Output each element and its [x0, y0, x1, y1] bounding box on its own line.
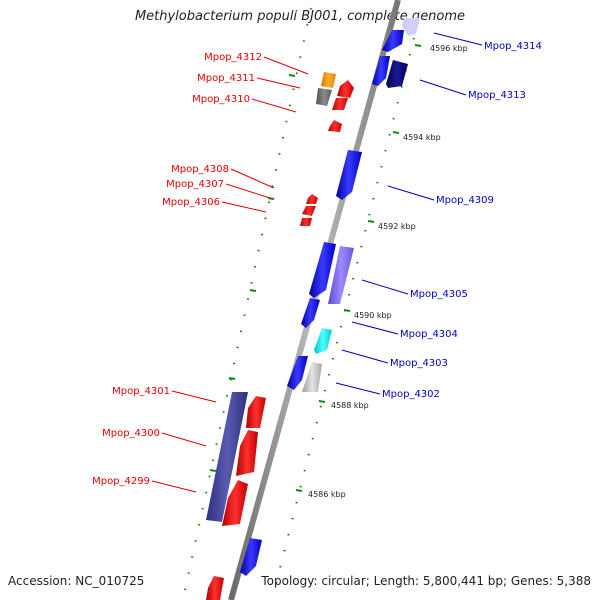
callout-line — [225, 183, 271, 199]
callout-line — [221, 201, 267, 213]
callout-line — [151, 480, 197, 493]
scale-label-4596: 4596 kbp — [430, 44, 468, 53]
gene-mpop-4311 — [316, 88, 332, 106]
scale-tick — [414, 44, 422, 47]
gene-mpop-4303-b — [287, 356, 308, 390]
scale-tick — [392, 131, 400, 134]
label-mpop-4305: Mpop_4305 — [410, 289, 468, 300]
gene-mpop-4314-b — [402, 18, 420, 36]
callout-line — [256, 77, 301, 89]
callout-line — [351, 321, 399, 335]
scale-ticks — [209, 44, 422, 492]
inner-tick-track — [184, 7, 312, 591]
callout-line — [171, 390, 217, 403]
reverse-gene-callouts — [151, 56, 309, 493]
scale-tick — [295, 489, 303, 492]
callout-line — [419, 79, 467, 96]
callout-line — [433, 32, 483, 46]
gene-mpop-4300-band — [206, 392, 248, 522]
label-mpop-4313: Mpop_4313 — [468, 90, 526, 101]
gene-mpop-4312 — [321, 72, 336, 88]
callout-line — [230, 168, 275, 189]
gene-mpop-4307 — [302, 206, 316, 216]
gene-reverse-lower — [206, 576, 224, 600]
outer-tick-track — [273, 21, 419, 593]
label-mpop-4307: Mpop_4307 — [166, 179, 224, 190]
gene-mpop-4308 — [306, 194, 318, 204]
gene-mpop-4299-red — [222, 480, 248, 526]
callout-line — [341, 349, 389, 364]
callout-line — [387, 185, 435, 201]
reverse-strand-genes — [206, 72, 354, 600]
callout-line — [263, 56, 309, 75]
label-mpop-4304: Mpop_4304 — [400, 329, 458, 340]
gene-mpop-4314-a — [382, 30, 404, 52]
gene-mpop-4311-red-a — [337, 80, 354, 98]
gene-mpop-4304 — [301, 298, 320, 328]
label-mpop-4301: Mpop_4301 — [112, 386, 170, 397]
label-mpop-4309: Mpop_4309 — [436, 195, 494, 206]
gene-forward-lower — [240, 538, 262, 576]
callout-line — [161, 432, 207, 447]
gene-mpop-4303-a — [314, 328, 332, 354]
scale-label-4588: 4588 kbp — [331, 401, 369, 410]
scale-tick — [249, 289, 257, 292]
label-mpop-4312: Mpop_4312 — [204, 52, 262, 63]
scale-label-4590: 4590 kbp — [354, 311, 392, 320]
gene-mpop-4313-b — [386, 60, 408, 88]
gene-mpop-4305-b — [328, 246, 354, 304]
label-mpop-4314: Mpop_4314 — [484, 41, 542, 52]
gene-mpop-4309 — [336, 150, 362, 200]
gene-mpop-4302 — [302, 362, 322, 392]
gene-mpop-4300-red — [236, 430, 258, 476]
label-mpop-4308: Mpop_4308 — [171, 164, 229, 175]
forward-strand-genes — [240, 18, 420, 576]
scale-tick — [209, 469, 217, 472]
reverse-gene-labels: Mpop_4312 Mpop_4311 Mpop_4310 Mpop_4308 … — [92, 52, 262, 487]
gene-mpop-4313-a — [372, 56, 390, 86]
accession-text: Accession: NC_010725 — [8, 574, 145, 588]
scale-tick — [343, 309, 351, 312]
scale-label-4586: 4586 kbp — [308, 490, 346, 499]
label-mpop-4299: Mpop_4299 — [92, 476, 150, 487]
forward-gene-labels: Mpop_4314 Mpop_4313 Mpop_4309 Mpop_4305 … — [382, 41, 542, 400]
callout-line — [335, 382, 381, 395]
gene-mpop-4305-a — [309, 242, 336, 298]
label-mpop-4311: Mpop_4311 — [197, 73, 255, 84]
label-mpop-4302: Mpop_4302 — [382, 389, 440, 400]
scale-tick — [228, 377, 236, 380]
gene-mpop-4306 — [300, 218, 312, 226]
map-title: Methylobacterium populi BJ001, complete … — [134, 9, 466, 24]
label-mpop-4300: Mpop_4300 — [102, 428, 160, 439]
scale-label-4594: 4594 kbp — [403, 133, 441, 142]
genome-summary-text: Topology: circular; Length: 5,800,441 bp… — [261, 574, 591, 588]
label-mpop-4306: Mpop_4306 — [162, 197, 220, 208]
scale-labels: 4596 kbp 4594 kbp 4592 kbp 4590 kbp 4588… — [308, 44, 468, 499]
scale-label-4592: 4592 kbp — [378, 222, 416, 231]
gene-mpop-4310 — [328, 120, 342, 132]
scale-tick — [288, 74, 296, 77]
gene-mpop-4311-red-b — [332, 98, 348, 110]
forward-gene-callouts — [335, 32, 483, 395]
callout-line — [251, 98, 297, 113]
scale-tick — [367, 220, 375, 223]
label-mpop-4310: Mpop_4310 — [192, 94, 250, 105]
label-mpop-4303: Mpop_4303 — [390, 358, 448, 369]
scale-tick — [318, 400, 326, 403]
callout-line — [361, 279, 409, 295]
gene-mpop-4301-red — [246, 396, 266, 428]
